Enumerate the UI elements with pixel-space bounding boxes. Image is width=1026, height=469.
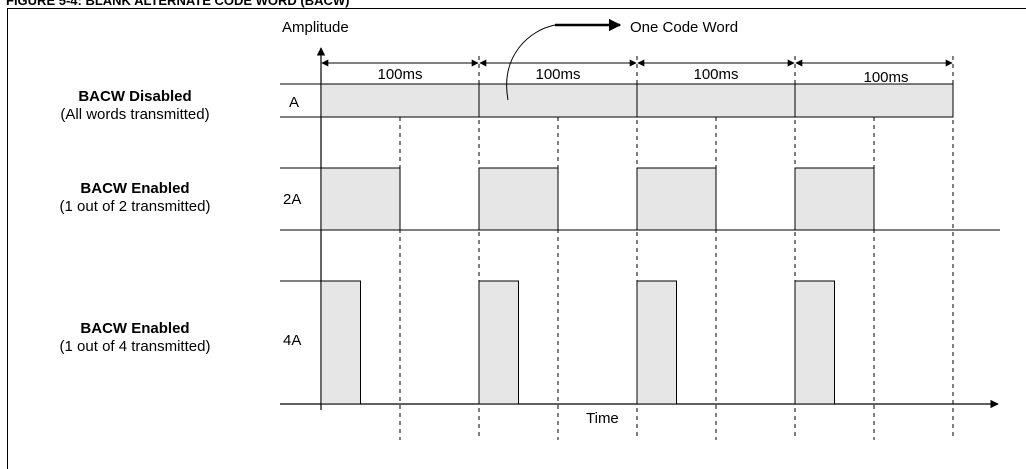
row-title: BACW Enabled xyxy=(80,320,190,337)
interval-label: 100ms xyxy=(693,66,738,83)
pulses xyxy=(320,83,954,405)
interval-label: 100ms xyxy=(863,69,908,86)
row-subtitle: (1 out of 2 transmitted) xyxy=(59,198,211,215)
amplitude-label-2a: 2A xyxy=(283,191,301,208)
row-subtitle: (All words transmitted) xyxy=(60,106,210,123)
pulse xyxy=(320,167,401,231)
x-axis-label: Time xyxy=(586,410,619,427)
pulse xyxy=(794,83,954,118)
row-subtitle: (1 out of 4 transmitted) xyxy=(59,338,211,355)
row-label-bacw-enabled-1of4: BACW Enabled (1 out of 4 transmitted) xyxy=(0,320,280,356)
pulse xyxy=(478,83,638,118)
interval-label: 100ms xyxy=(377,66,422,83)
pulse xyxy=(636,83,796,118)
figure-title: FIGURE 5-4: BLANK ALTERNATE CODE WORD (B… xyxy=(6,0,350,8)
pulse xyxy=(636,280,677,405)
pulse xyxy=(320,83,480,118)
pulse xyxy=(478,167,559,231)
code-word-label: One Code Word xyxy=(630,19,738,36)
amplitude-label-4a: 4A xyxy=(283,332,301,349)
pulse xyxy=(636,167,717,231)
figure-frame xyxy=(7,8,1026,469)
pulse xyxy=(320,280,361,405)
row-title: BACW Enabled xyxy=(80,180,190,197)
row-label-bacw-disabled: BACW Disabled (All words transmitted) xyxy=(0,88,280,124)
pulse xyxy=(478,280,519,405)
timing-diagram: Amplitude Time 100ms 100ms 100ms 100ms A 2A… xyxy=(280,18,1000,440)
interval-label: 100ms xyxy=(535,66,580,83)
interval-arrows: 100ms 100ms 100ms 100ms xyxy=(321,59,953,86)
code-word-curve xyxy=(506,24,556,101)
row-title: BACW Disabled xyxy=(78,88,192,105)
amplitude-label-a: A xyxy=(289,94,299,111)
pulse xyxy=(794,167,875,231)
y-axis-label: Amplitude xyxy=(282,19,349,36)
row-label-bacw-enabled-1of2: BACW Enabled (1 out of 2 transmitted) xyxy=(0,180,280,216)
pulse xyxy=(794,280,835,405)
